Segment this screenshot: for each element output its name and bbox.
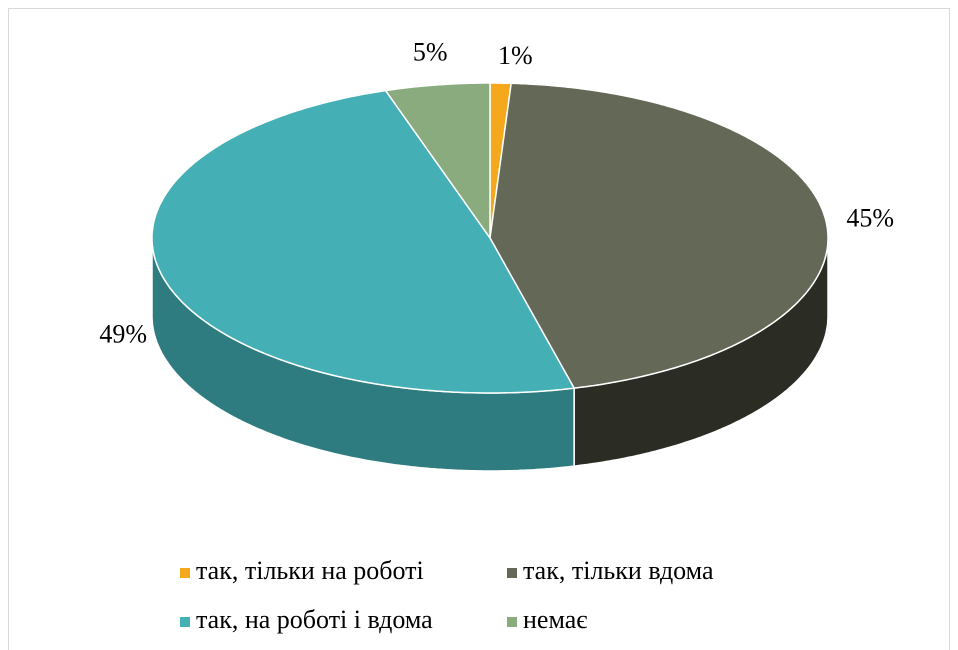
legend-swatch <box>507 617 517 627</box>
data-label: 49% <box>99 320 147 349</box>
slice <box>489 82 829 389</box>
slice <box>384 82 491 241</box>
slice <box>151 89 576 394</box>
legend-swatch <box>507 568 517 578</box>
legend-label: так, на роботі і вдома <box>196 605 433 634</box>
data-label: 45% <box>846 203 894 232</box>
legend-label: немає <box>523 605 587 634</box>
data-label: 5% <box>413 37 448 66</box>
legend-label: так, тільки на роботі <box>196 556 424 585</box>
legend-swatch <box>180 617 190 627</box>
data-label: 1% <box>498 41 533 70</box>
legend-label: так, тільки вдома <box>523 556 714 585</box>
legend-swatch <box>180 568 190 578</box>
chart-frame <box>8 8 950 650</box>
